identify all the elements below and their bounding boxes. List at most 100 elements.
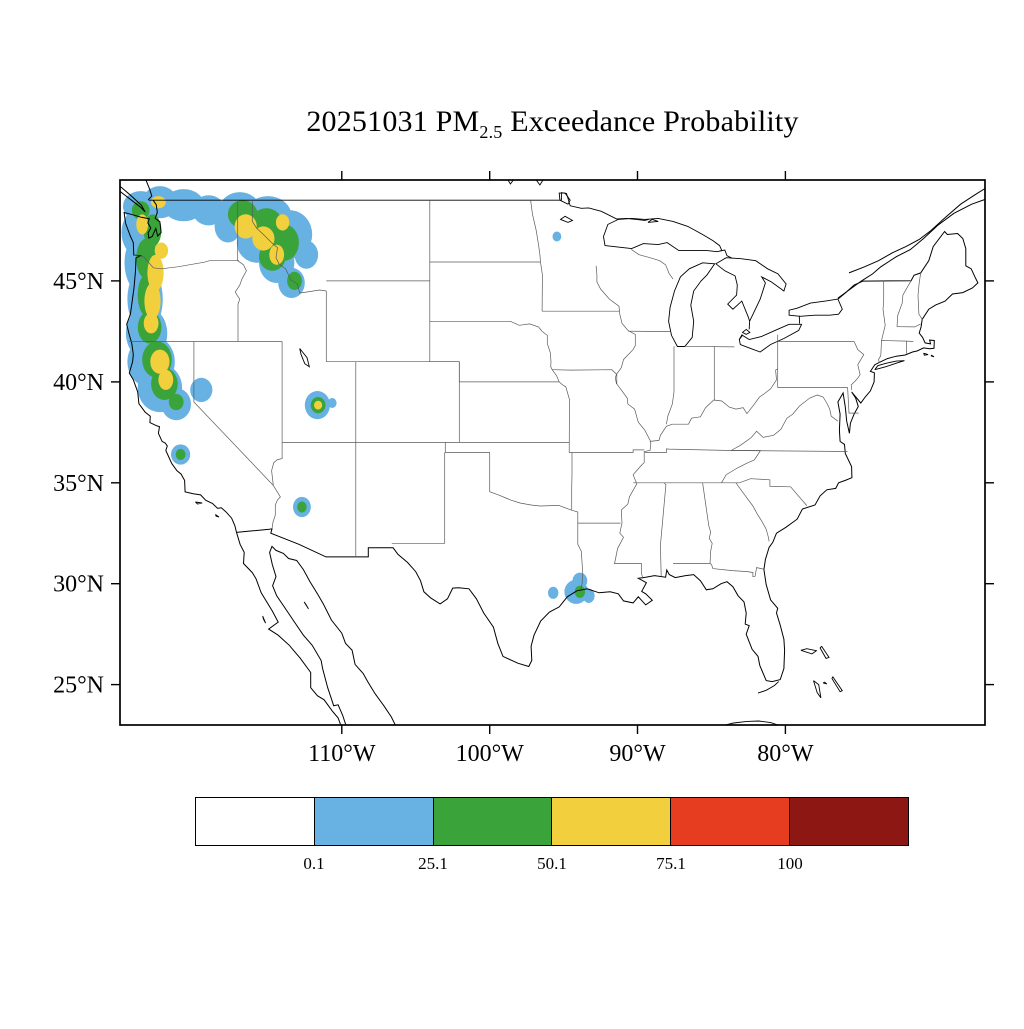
state-border — [596, 266, 651, 564]
lake-outline — [739, 324, 801, 352]
colorbar — [195, 797, 909, 846]
coastline — [270, 546, 396, 726]
probability-region — [328, 398, 337, 408]
state-border — [650, 369, 778, 442]
state-border — [736, 483, 769, 542]
y-axis-label: 25°N — [53, 673, 104, 699]
probability-region — [548, 587, 558, 599]
island-outline — [758, 682, 779, 694]
state-border — [722, 479, 807, 506]
probability-region — [144, 313, 159, 333]
state-border — [703, 483, 713, 564]
coastline — [237, 232, 978, 682]
state-border — [235, 261, 246, 342]
state-border — [722, 451, 761, 483]
y-axis-label: 35°N — [53, 471, 104, 497]
state-border — [559, 382, 569, 453]
island-outline — [832, 677, 842, 692]
map-frame — [120, 180, 985, 725]
state-border — [918, 273, 923, 320]
lake-outline — [561, 216, 573, 222]
probability-region — [151, 196, 166, 208]
x-axis-label: 110°W — [308, 741, 376, 767]
island-outline — [820, 646, 829, 658]
lake-outline — [604, 218, 722, 251]
island-outline — [263, 616, 266, 623]
state-border — [272, 485, 280, 528]
colorbar-labels: 0.1 25.1 50.1 75.1 100 — [195, 854, 909, 876]
y-axis-label: 30°N — [53, 572, 104, 598]
state-border — [685, 346, 735, 347]
state-border — [882, 341, 914, 342]
lake-outline — [789, 299, 842, 316]
state-border — [552, 370, 616, 384]
probability-region — [553, 232, 562, 242]
probability-region — [252, 226, 274, 250]
state-border — [673, 564, 764, 577]
colorbar-cell — [433, 797, 553, 846]
lake-outline — [559, 193, 570, 204]
state-border — [430, 321, 542, 331]
state-border — [879, 281, 886, 363]
colorbar-tick-label: 50.1 — [537, 854, 567, 874]
state-border — [666, 346, 674, 424]
state-border — [614, 564, 643, 579]
island-outline — [215, 515, 219, 518]
colorbar-tick-label: 25.1 — [418, 854, 448, 874]
state-border — [897, 324, 921, 327]
state-border — [897, 281, 911, 327]
state-border — [731, 451, 848, 452]
x-axis-label: 100°W — [456, 741, 525, 767]
state-border — [542, 331, 559, 382]
state-border — [660, 483, 666, 576]
coastline — [849, 188, 986, 273]
country-border — [561, 193, 648, 221]
probability-region — [314, 401, 322, 410]
x-axis-label: 80°W — [757, 741, 814, 767]
coastline — [237, 532, 342, 726]
colorbar-cell — [195, 797, 315, 846]
probability-region — [176, 449, 186, 460]
state-border — [851, 342, 864, 390]
state-border — [272, 342, 283, 486]
colorbar-cell — [551, 797, 671, 846]
state-border — [445, 442, 571, 510]
island-outline — [304, 602, 308, 609]
island-outline — [924, 353, 929, 355]
coastline — [838, 199, 986, 298]
state-border — [569, 450, 644, 453]
state-border — [194, 342, 273, 486]
colorbar-tick-label: 100 — [777, 854, 803, 874]
colorbar-cell — [789, 797, 909, 846]
lake-outline — [716, 258, 786, 322]
state-border — [392, 453, 445, 544]
probability-region — [158, 370, 173, 390]
state-border — [531, 200, 541, 262]
colorbar-tick-label: 0.1 — [303, 854, 324, 874]
probability-region — [575, 586, 585, 598]
state-border — [430, 362, 559, 382]
colorbar-cell — [314, 797, 434, 846]
probability-region — [297, 502, 306, 513]
y-axis-label: 40°N — [53, 370, 104, 396]
x-axis-label: 90°W — [609, 741, 666, 767]
probability-region — [169, 394, 184, 410]
lake-outline — [669, 263, 715, 347]
probability-region — [276, 214, 289, 230]
state-border — [541, 262, 543, 311]
lake-outline — [300, 349, 310, 367]
state-border — [631, 249, 673, 279]
island-outline — [814, 681, 821, 698]
colorbar-tick-label: 75.1 — [656, 854, 686, 874]
country-border — [720, 250, 733, 258]
probability-region — [190, 378, 212, 402]
state-border — [731, 395, 838, 451]
island-outline — [801, 649, 817, 654]
island-outline — [823, 682, 827, 684]
colorbar-cell — [670, 797, 790, 846]
y-axis-label: 45°N — [53, 269, 104, 295]
island-outline — [931, 355, 934, 357]
lake-outline — [743, 329, 750, 334]
island-outline — [195, 502, 202, 504]
